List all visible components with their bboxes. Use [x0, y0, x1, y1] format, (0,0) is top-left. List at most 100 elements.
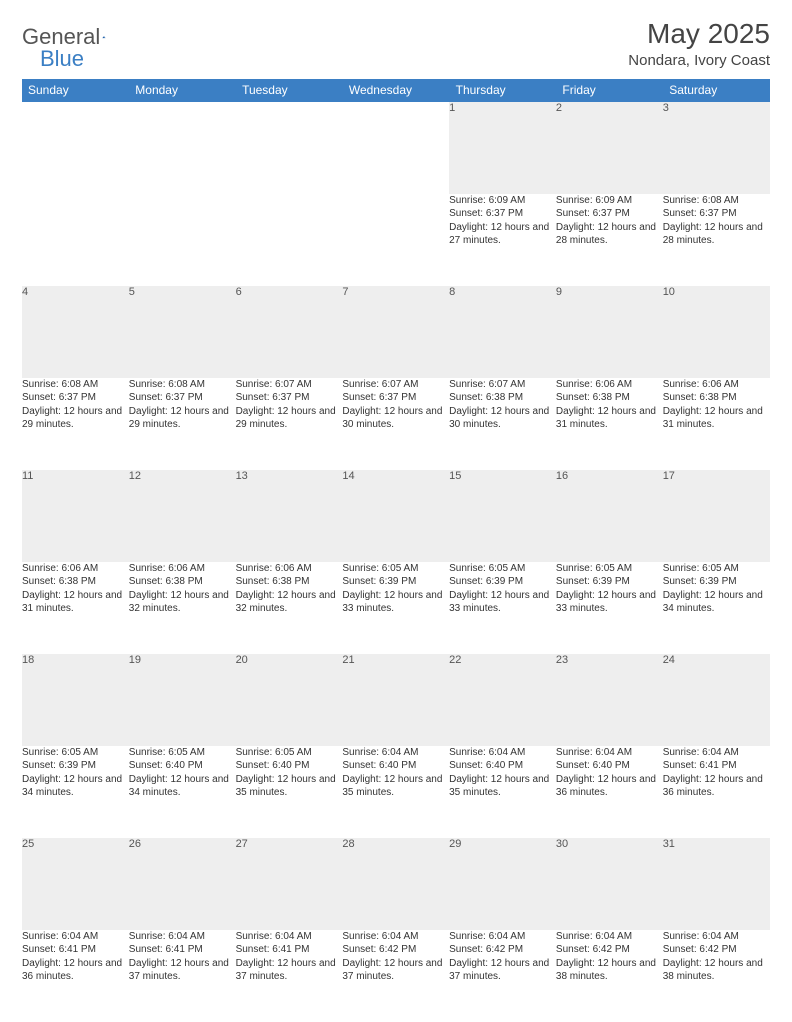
- sunset-text: Sunset: 6:39 PM: [22, 759, 129, 773]
- day-number: 16: [556, 470, 663, 562]
- day-number-row: 11121314151617: [22, 470, 770, 562]
- day-number-row: 45678910: [22, 286, 770, 378]
- day-cell: Sunrise: 6:04 AMSunset: 6:40 PMDaylight:…: [556, 746, 663, 838]
- sunset-text: Sunset: 6:42 PM: [663, 943, 770, 957]
- day-number: 11: [22, 470, 129, 562]
- daylight-text: Daylight: 12 hours and 33 minutes.: [556, 589, 663, 616]
- sunrise-text: Sunrise: 6:05 AM: [236, 746, 343, 760]
- sunrise-text: Sunrise: 6:04 AM: [663, 930, 770, 944]
- day-number-row: 25262728293031: [22, 838, 770, 930]
- daylight-text: Daylight: 12 hours and 31 minutes.: [663, 405, 770, 432]
- day-cell: [342, 194, 449, 286]
- sunset-text: Sunset: 6:37 PM: [129, 391, 236, 405]
- daylight-text: Daylight: 12 hours and 32 minutes.: [129, 589, 236, 616]
- daylight-text: Daylight: 12 hours and 38 minutes.: [556, 957, 663, 984]
- day-number: 2: [556, 102, 663, 194]
- sunset-text: Sunset: 6:38 PM: [449, 391, 556, 405]
- day-cell: Sunrise: 6:05 AMSunset: 6:39 PMDaylight:…: [22, 746, 129, 838]
- sunrise-text: Sunrise: 6:06 AM: [663, 378, 770, 392]
- day-cell: [236, 194, 343, 286]
- day-number: 19: [129, 654, 236, 746]
- daylight-text: Daylight: 12 hours and 31 minutes.: [22, 589, 129, 616]
- weekday-header: Monday: [129, 79, 236, 102]
- day-number: 12: [129, 470, 236, 562]
- day-cell: Sunrise: 6:09 AMSunset: 6:37 PMDaylight:…: [556, 194, 663, 286]
- daylight-text: Daylight: 12 hours and 32 minutes.: [236, 589, 343, 616]
- sunrise-text: Sunrise: 6:08 AM: [22, 378, 129, 392]
- day-number: 15: [449, 470, 556, 562]
- day-number: 14: [342, 470, 449, 562]
- sunset-text: Sunset: 6:40 PM: [129, 759, 236, 773]
- day-number: 10: [663, 286, 770, 378]
- day-cell: Sunrise: 6:07 AMSunset: 6:37 PMDaylight:…: [236, 378, 343, 470]
- day-number: 29: [449, 838, 556, 930]
- weekday-header: Thursday: [449, 79, 556, 102]
- sunset-text: Sunset: 6:39 PM: [556, 575, 663, 589]
- sunset-text: Sunset: 6:41 PM: [236, 943, 343, 957]
- day-cell: Sunrise: 6:04 AMSunset: 6:41 PMDaylight:…: [236, 930, 343, 1022]
- day-number: 9: [556, 286, 663, 378]
- day-cell: Sunrise: 6:06 AMSunset: 6:38 PMDaylight:…: [556, 378, 663, 470]
- sunset-text: Sunset: 6:38 PM: [129, 575, 236, 589]
- sunset-text: Sunset: 6:41 PM: [22, 943, 129, 957]
- sunrise-text: Sunrise: 6:05 AM: [449, 562, 556, 576]
- sunrise-text: Sunrise: 6:04 AM: [449, 930, 556, 944]
- day-number: 24: [663, 654, 770, 746]
- day-number: [129, 102, 236, 194]
- day-cell: Sunrise: 6:06 AMSunset: 6:38 PMDaylight:…: [22, 562, 129, 654]
- daylight-text: Daylight: 12 hours and 35 minutes.: [342, 773, 449, 800]
- daylight-text: Daylight: 12 hours and 38 minutes.: [663, 957, 770, 984]
- daylight-text: Daylight: 12 hours and 29 minutes.: [129, 405, 236, 432]
- sunrise-text: Sunrise: 6:04 AM: [556, 746, 663, 760]
- day-cell: Sunrise: 6:06 AMSunset: 6:38 PMDaylight:…: [129, 562, 236, 654]
- day-number: [22, 102, 129, 194]
- day-cell: Sunrise: 6:06 AMSunset: 6:38 PMDaylight:…: [663, 378, 770, 470]
- day-cell: Sunrise: 6:05 AMSunset: 6:40 PMDaylight:…: [236, 746, 343, 838]
- calendar-table: Sunday Monday Tuesday Wednesday Thursday…: [22, 79, 770, 1022]
- day-cell: Sunrise: 6:04 AMSunset: 6:42 PMDaylight:…: [556, 930, 663, 1022]
- sunset-text: Sunset: 6:38 PM: [556, 391, 663, 405]
- day-cell: Sunrise: 6:05 AMSunset: 6:39 PMDaylight:…: [556, 562, 663, 654]
- day-cell: Sunrise: 6:08 AMSunset: 6:37 PMDaylight:…: [22, 378, 129, 470]
- sunrise-text: Sunrise: 6:04 AM: [663, 746, 770, 760]
- day-number: 13: [236, 470, 343, 562]
- sunset-text: Sunset: 6:37 PM: [22, 391, 129, 405]
- day-cell: Sunrise: 6:05 AMSunset: 6:39 PMDaylight:…: [342, 562, 449, 654]
- sunrise-text: Sunrise: 6:07 AM: [342, 378, 449, 392]
- sunset-text: Sunset: 6:41 PM: [129, 943, 236, 957]
- daylight-text: Daylight: 12 hours and 34 minutes.: [129, 773, 236, 800]
- day-cell: Sunrise: 6:08 AMSunset: 6:37 PMDaylight:…: [129, 378, 236, 470]
- daylight-text: Daylight: 12 hours and 31 minutes.: [556, 405, 663, 432]
- sunrise-text: Sunrise: 6:06 AM: [129, 562, 236, 576]
- daylight-text: Daylight: 12 hours and 37 minutes.: [449, 957, 556, 984]
- sunrise-text: Sunrise: 6:05 AM: [129, 746, 236, 760]
- sunset-text: Sunset: 6:39 PM: [449, 575, 556, 589]
- daylight-text: Daylight: 12 hours and 27 minutes.: [449, 221, 556, 248]
- daylight-text: Daylight: 12 hours and 34 minutes.: [663, 589, 770, 616]
- weekday-header: Saturday: [663, 79, 770, 102]
- day-content-row: Sunrise: 6:09 AMSunset: 6:37 PMDaylight:…: [22, 194, 770, 286]
- sunset-text: Sunset: 6:42 PM: [449, 943, 556, 957]
- day-cell: Sunrise: 6:04 AMSunset: 6:42 PMDaylight:…: [449, 930, 556, 1022]
- day-cell: [129, 194, 236, 286]
- day-cell: Sunrise: 6:07 AMSunset: 6:38 PMDaylight:…: [449, 378, 556, 470]
- day-number: 17: [663, 470, 770, 562]
- sunset-text: Sunset: 6:41 PM: [663, 759, 770, 773]
- weekday-header: Sunday: [22, 79, 129, 102]
- sunrise-text: Sunrise: 6:05 AM: [342, 562, 449, 576]
- daylight-text: Daylight: 12 hours and 29 minutes.: [22, 405, 129, 432]
- daylight-text: Daylight: 12 hours and 37 minutes.: [129, 957, 236, 984]
- sunset-text: Sunset: 6:37 PM: [663, 207, 770, 221]
- day-cell: Sunrise: 6:04 AMSunset: 6:42 PMDaylight:…: [342, 930, 449, 1022]
- day-number: 20: [236, 654, 343, 746]
- day-number: 31: [663, 838, 770, 930]
- day-number: 18: [22, 654, 129, 746]
- day-cell: Sunrise: 6:04 AMSunset: 6:42 PMDaylight:…: [663, 930, 770, 1022]
- header: General May 2025 Nondara, Ivory Coast: [22, 18, 770, 69]
- day-number: 1: [449, 102, 556, 194]
- day-number: 30: [556, 838, 663, 930]
- daylight-text: Daylight: 12 hours and 33 minutes.: [449, 589, 556, 616]
- daylight-text: Daylight: 12 hours and 30 minutes.: [342, 405, 449, 432]
- sunset-text: Sunset: 6:40 PM: [236, 759, 343, 773]
- sunset-text: Sunset: 6:40 PM: [449, 759, 556, 773]
